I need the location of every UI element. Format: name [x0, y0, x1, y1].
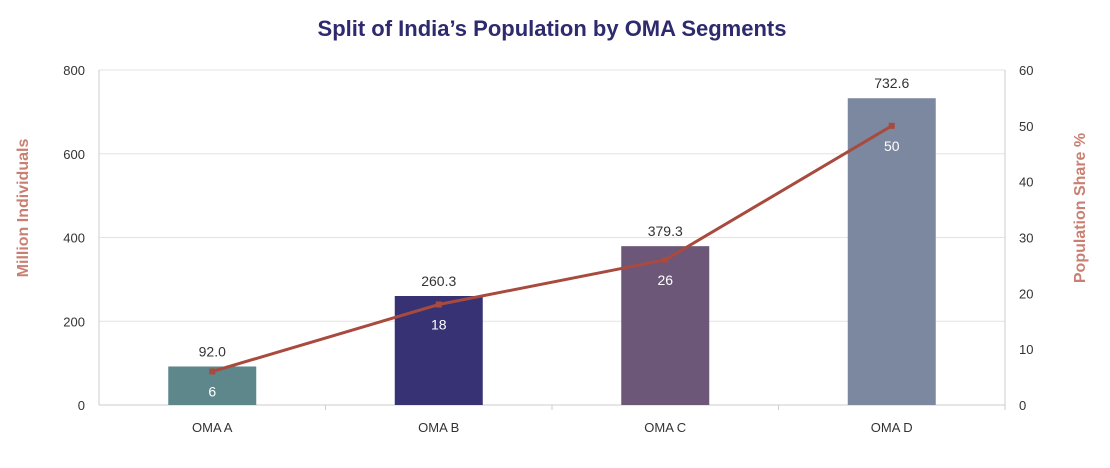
- y-tick-label: 400: [63, 231, 85, 246]
- bar-series: [168, 98, 936, 405]
- chart-title: Split of India’s Population by OMA Segme…: [318, 16, 787, 41]
- x-tick-label: OMA D: [871, 420, 913, 435]
- share-marker: [209, 368, 216, 375]
- bar-value-label: 260.3: [421, 273, 456, 289]
- share-value-label: 50: [884, 138, 900, 154]
- y2-tick-label: 50: [1019, 119, 1033, 134]
- share-line: [211, 124, 893, 373]
- y2-tick-label: 0: [1019, 398, 1026, 413]
- y2-tick-label: 20: [1019, 286, 1033, 301]
- x-tick-label: OMA A: [192, 420, 233, 435]
- x-tick-label: OMA C: [644, 420, 686, 435]
- share-marker: [435, 301, 442, 308]
- y2-tick-label: 40: [1019, 175, 1033, 190]
- y-tick-label: 600: [63, 147, 85, 162]
- bar-value-label: 379.3: [648, 223, 683, 239]
- data-labels: 92.0 260.3 379.3 732.6 6 18 26 50: [199, 75, 910, 399]
- y2-axis-title: Population Share %: [1072, 133, 1089, 283]
- line-series: [209, 122, 895, 375]
- share-value-label: 6: [208, 384, 216, 400]
- y-tick-label: 800: [63, 63, 85, 78]
- share-value-label: 18: [431, 317, 447, 333]
- y-tick-label: 200: [63, 314, 85, 329]
- y2-tick-label: 30: [1019, 231, 1033, 246]
- y-tick-label: 0: [78, 398, 85, 413]
- share-marker: [662, 256, 669, 263]
- x-tick-label: OMA B: [418, 420, 459, 435]
- share-value-label: 26: [657, 272, 673, 288]
- bar: [621, 246, 710, 405]
- bar-value-label: 92.0: [199, 343, 226, 359]
- bar: [847, 98, 936, 405]
- y2-tick-label: 10: [1019, 342, 1033, 357]
- y2-tick-label: 60: [1019, 63, 1033, 78]
- share-marker: [888, 122, 895, 129]
- y-axis-title: Million Individuals: [15, 139, 32, 278]
- bar-value-label: 732.6: [874, 75, 909, 91]
